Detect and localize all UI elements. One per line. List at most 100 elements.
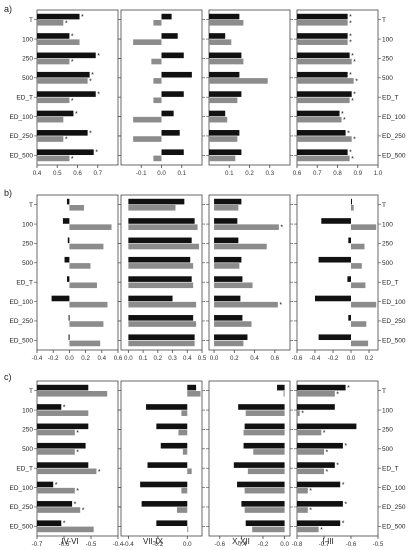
significance-marker: * — [74, 501, 77, 508]
category-label-100: 100 — [22, 36, 33, 43]
significance-marker: * — [344, 443, 347, 450]
bar-ed-500-s2 — [252, 526, 285, 533]
bar-ed-100-s1 — [140, 481, 188, 488]
category-label-250: 250 — [22, 241, 33, 248]
bar-500-s2 — [128, 263, 194, 269]
bar-t-s2 — [187, 390, 201, 397]
bar-100-s2 — [181, 410, 188, 416]
bar-ed-100-s2 — [244, 487, 285, 494]
significance-marker: * — [71, 98, 74, 105]
bar-ed-t-s1 — [66, 276, 70, 282]
x-tick-label: 0.0 — [157, 170, 166, 177]
bar-100-s2 — [69, 224, 112, 230]
bar-ed-250-s2 — [297, 507, 308, 513]
category-label-100: 100 — [382, 36, 393, 43]
significance-marker: * — [98, 469, 101, 476]
x-tick-label: 0.0 — [183, 541, 192, 548]
bar-ed-t-s1 — [233, 462, 285, 468]
panel-frame — [296, 380, 379, 537]
bar-100-s1 — [238, 404, 285, 410]
bar-ed-500-s1 — [318, 334, 351, 341]
significance-marker: * — [279, 302, 282, 309]
bar-ed-500-s1 — [297, 149, 348, 156]
category-label-100: 100 — [22, 221, 33, 228]
chart-panel-1-1: 0.4 0.5 0.6 0.7 T 100 250 500 ED_T ED_100 ED_250 ED… — [10, 9, 121, 177]
bar-100-s2 — [214, 224, 279, 230]
bar-ed-t-s1 — [297, 91, 352, 97]
bar-ed-500-s1 — [128, 334, 195, 341]
bar-ed-t-s2 — [297, 97, 350, 104]
bar-500-s1 — [64, 256, 70, 263]
bar-ed-100-s1 — [315, 295, 351, 302]
category-label-t: T — [29, 202, 33, 209]
bar-ed-100-s1 — [128, 295, 173, 302]
panel-frame — [36, 194, 119, 351]
bar-250-s1 — [214, 237, 239, 244]
significance-marker: * — [323, 430, 326, 437]
category-label-250: 250 — [382, 241, 393, 248]
bar-100-s2 — [297, 410, 300, 416]
x-tick-label: -0.6 — [214, 541, 225, 548]
bar-250-s2 — [37, 429, 75, 436]
significance-marker: * — [349, 150, 352, 157]
x-tick-label: 0.6 — [293, 170, 302, 177]
bar-ed-250-s1 — [297, 130, 346, 136]
chart-panel-3-1: -0.7 -0.6 -0.5 -0.4 T 100 250 500 ED_T ED_100 ED_2… — [10, 380, 124, 548]
significance-marker: * — [301, 411, 304, 418]
category-label-ed-t: ED_T — [382, 94, 399, 101]
bar-ed-t-s2 — [153, 97, 162, 104]
significance-marker: * — [349, 33, 352, 40]
section-label-b: b) — [4, 188, 13, 198]
category-label-250: 250 — [382, 56, 393, 63]
significance-marker: * — [71, 59, 74, 66]
bar-ed-t-s2 — [209, 97, 238, 104]
category-label-ed-500: ED_500 — [10, 338, 34, 345]
bar-500-s2 — [297, 449, 324, 455]
section-label-c: c) — [4, 372, 12, 382]
category-label-500: 500 — [22, 446, 33, 453]
bar-ed-t-s2 — [69, 282, 97, 289]
x-tick-label: 0.0 — [65, 355, 74, 362]
bar-ed-t-s2 — [187, 468, 192, 475]
x-tick-label: 0.5 — [198, 355, 207, 362]
bar-ed-100-s1 — [51, 295, 70, 302]
significance-marker: * — [353, 59, 356, 66]
bar-t-s1 — [37, 384, 89, 391]
significance-marker: * — [309, 488, 312, 495]
bar-ed-t-s1 — [37, 91, 96, 97]
x-tick-label: 0.0 — [347, 355, 356, 362]
bar-500-s2 — [253, 449, 285, 455]
bar-250-s2 — [128, 243, 200, 250]
significance-marker: * — [341, 111, 344, 118]
bar-t-s2 — [283, 390, 285, 397]
x-tick-label: 0.5 — [53, 170, 62, 177]
x-tick-label: 0.8 — [333, 170, 342, 177]
x-tick-label: -0.4 — [236, 541, 247, 548]
bar-ed-500-s2 — [69, 340, 101, 347]
bar-ed-250-s1 — [141, 501, 188, 507]
bar-ed-250-s2 — [69, 321, 104, 327]
significance-marker: * — [349, 14, 352, 21]
bar-ed-500-s1 — [209, 149, 242, 156]
bar-250-s1 — [37, 52, 96, 59]
bar-ed-t-s1 — [347, 276, 351, 282]
x-tick-label: 0.6 — [271, 355, 280, 362]
x-tick-label: 0.3 — [168, 355, 177, 362]
bar-ed-500-s1 — [214, 334, 248, 341]
significance-marker: * — [349, 20, 352, 27]
x-tick-label: -0.7 — [319, 541, 330, 548]
category-label-ed-500: ED_500 — [10, 524, 34, 531]
significance-marker: * — [336, 463, 339, 470]
bar-250-s2 — [297, 58, 352, 65]
significance-marker: * — [347, 385, 350, 392]
bar-100-s1 — [209, 33, 226, 39]
x-tick-label: 0.0 — [210, 355, 219, 362]
significance-marker: * — [336, 391, 339, 398]
category-label-ed-t: ED_T — [382, 465, 399, 472]
category-label-250: 250 — [22, 56, 33, 63]
bar-500-s1 — [318, 256, 351, 263]
bar-ed-250-s2 — [133, 136, 162, 142]
bar-ed-500-s2 — [37, 526, 94, 533]
bar-ed-250-s2 — [37, 136, 64, 142]
